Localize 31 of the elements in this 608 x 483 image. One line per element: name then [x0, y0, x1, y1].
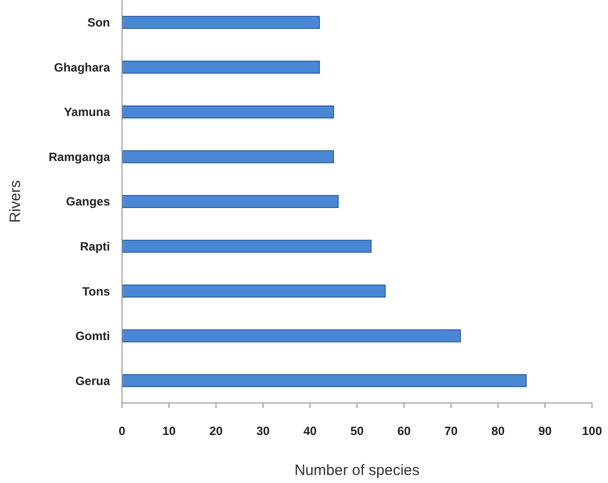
bar: [122, 150, 334, 164]
x-tick-label: 90: [538, 424, 552, 438]
bar: [122, 284, 386, 298]
bar: [122, 60, 320, 74]
x-tick-label: 30: [256, 424, 270, 438]
y-tick-label: Ganges: [66, 194, 110, 209]
bar: [122, 240, 372, 253]
y-tick-label: Ramganga: [48, 150, 110, 164]
bar: [122, 105, 334, 118]
x-tick-label: 80: [491, 424, 505, 438]
y-tick-label: Son: [87, 16, 110, 30]
y-tick-label: Ghaghara: [54, 60, 110, 74]
bar: [122, 329, 461, 342]
x-tick-label: 100: [582, 424, 602, 438]
x-tick-label: 10: [162, 424, 176, 438]
x-tick-label: 70: [444, 424, 458, 438]
y-tick-label: Gerua: [75, 374, 110, 388]
y-axis-title: Rivers: [7, 180, 24, 223]
bar: [122, 195, 339, 208]
x-tick-label: 20: [209, 424, 223, 438]
bar: [122, 374, 527, 388]
bar: [122, 16, 320, 29]
x-tick-label: 0: [118, 424, 126, 438]
y-tick-label: Gomti: [75, 329, 110, 344]
x-axis-title: Number of species: [294, 462, 420, 479]
x-tick-label: 60: [397, 424, 411, 438]
y-tick-label: Yamuna: [64, 105, 110, 120]
x-tick-label: 40: [303, 424, 317, 438]
x-tick-label: 50: [350, 424, 364, 438]
y-tick-label: Tons: [82, 284, 110, 298]
y-tick-label: Rapti: [80, 239, 110, 254]
